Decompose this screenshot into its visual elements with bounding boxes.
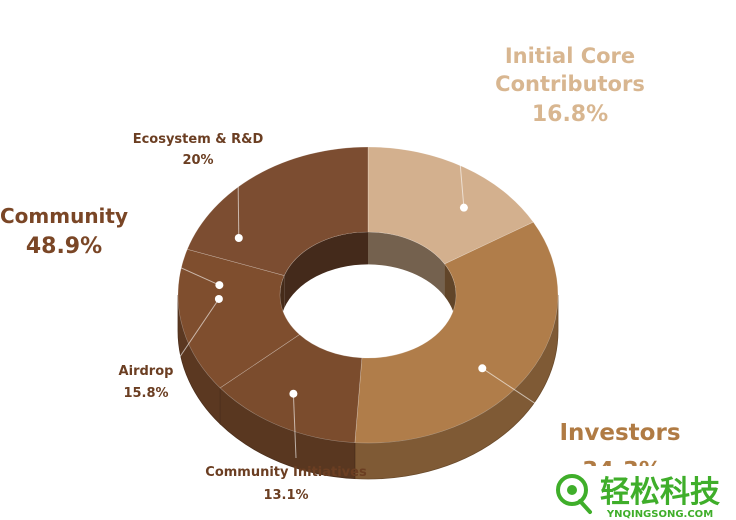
label-airdrop-pct: 15.8%	[123, 386, 168, 401]
label-community: Community	[0, 204, 128, 228]
label-initial-core-line2: Contributors	[495, 72, 645, 96]
leader-line-airdrop	[174, 298, 220, 365]
leader-dot-airdrop	[214, 294, 223, 303]
leader-dot-community	[215, 281, 224, 290]
inner-wall-ecosystem-r-d	[284, 232, 368, 308]
leader-line-initiatives	[292, 393, 297, 459]
leader-line-ecosystem	[237, 169, 240, 239]
donut-side-walls	[177, 232, 559, 480]
inner-wall-initial-core-contributors	[368, 232, 445, 297]
leader-dot-investors	[478, 364, 487, 373]
label-initiatives: Community Initiatives	[205, 465, 367, 480]
watermark-text: 轻松科技	[600, 475, 720, 510]
leader-line-investors	[482, 367, 561, 421]
label-initiatives-pct: 13.1%	[263, 488, 308, 503]
label-investors: Investors	[559, 420, 680, 446]
slice-community-initiatives	[219, 334, 363, 443]
inner-wall-investors	[444, 263, 456, 328]
watermark-url: YNQINGSONG.COM	[606, 509, 713, 520]
leader-dot-ecosystem	[234, 234, 243, 242]
donut-top-faces	[177, 146, 559, 444]
watermark: 轻松科技 YNQINGSONG.COM	[548, 466, 736, 520]
label-community-pct: 48.9%	[26, 234, 102, 259]
leader-lines	[127, 102, 561, 459]
watermark-logo-icon	[556, 474, 592, 514]
slice-initial-core-contributors	[367, 146, 534, 265]
label-initial-core-pct: 16.8%	[532, 102, 608, 127]
leader-line-initial-core	[454, 102, 465, 208]
leader-dot-initial-core	[459, 203, 468, 212]
leader-dot-initiatives	[289, 389, 298, 398]
label-airdrop: Airdrop	[119, 364, 174, 379]
watermark-background	[548, 466, 736, 520]
leader-line-community	[127, 243, 220, 286]
slice-ecosystem-r-d	[186, 146, 369, 276]
label-initial-core-line1: Initial Core	[505, 44, 635, 68]
slice-airdrop	[177, 248, 300, 389]
slice-investors	[354, 221, 559, 444]
label-ecosystem: Ecosystem & R&D	[133, 132, 264, 147]
label-ecosystem-pct: 20%	[182, 153, 213, 168]
